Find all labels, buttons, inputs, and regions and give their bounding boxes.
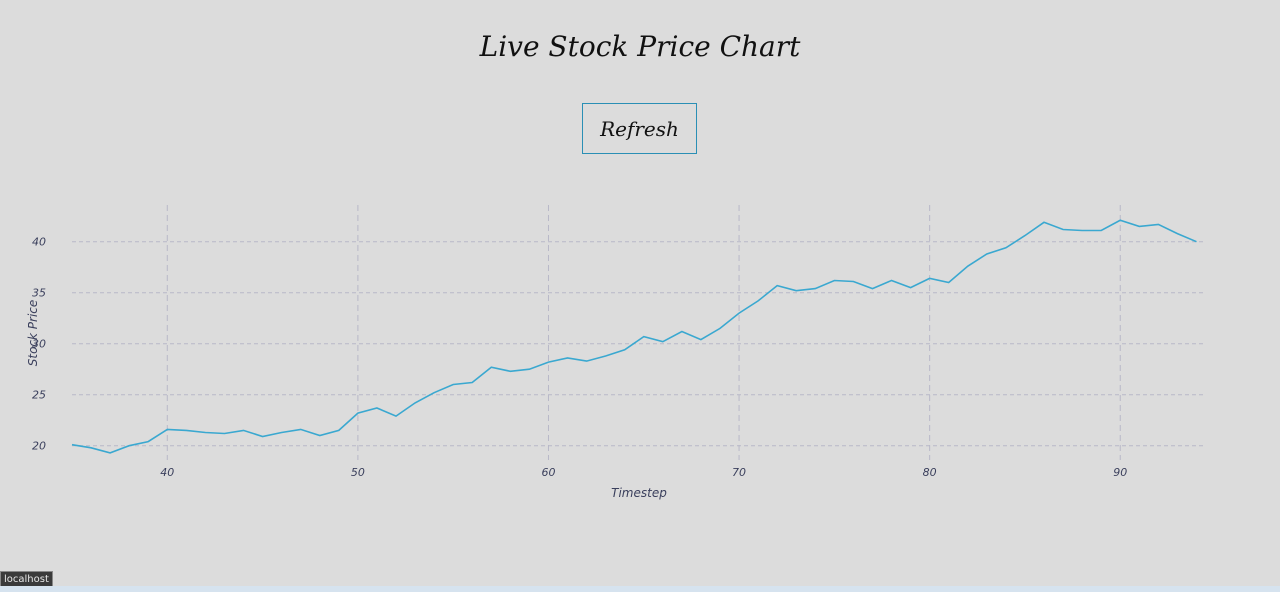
y-tick-label: 30 — [32, 338, 46, 351]
x-tick-label: 70 — [732, 466, 746, 479]
refresh-button[interactable]: Refresh — [582, 103, 697, 154]
stock-price-chart[interactable]: 40 50 60 70 80 90 20 25 30 35 40 Timestep Stock P… — [0, 190, 1280, 510]
x-axis-label: Timestep — [611, 486, 667, 500]
bottom-strip — [0, 586, 1280, 592]
x-axis-ticks: 40 50 60 70 80 90 — [160, 466, 1127, 479]
chart-grid — [72, 205, 1206, 460]
x-tick-label: 50 — [351, 466, 365, 479]
y-tick-label: 25 — [32, 389, 46, 402]
price-series-line — [71, 219, 1197, 454]
y-axis-ticks: 20 25 30 35 40 — [32, 236, 46, 453]
y-tick-label: 40 — [32, 236, 46, 249]
y-axis-label: Stock Price — [26, 300, 40, 367]
y-tick-label: 20 — [32, 440, 46, 453]
x-tick-label: 80 — [923, 466, 937, 479]
y-tick-label: 35 — [32, 287, 46, 300]
page-title: Live Stock Price Chart — [479, 30, 801, 63]
x-tick-label: 90 — [1113, 466, 1127, 479]
x-tick-label: 60 — [541, 466, 555, 479]
x-tick-label: 40 — [160, 466, 174, 479]
